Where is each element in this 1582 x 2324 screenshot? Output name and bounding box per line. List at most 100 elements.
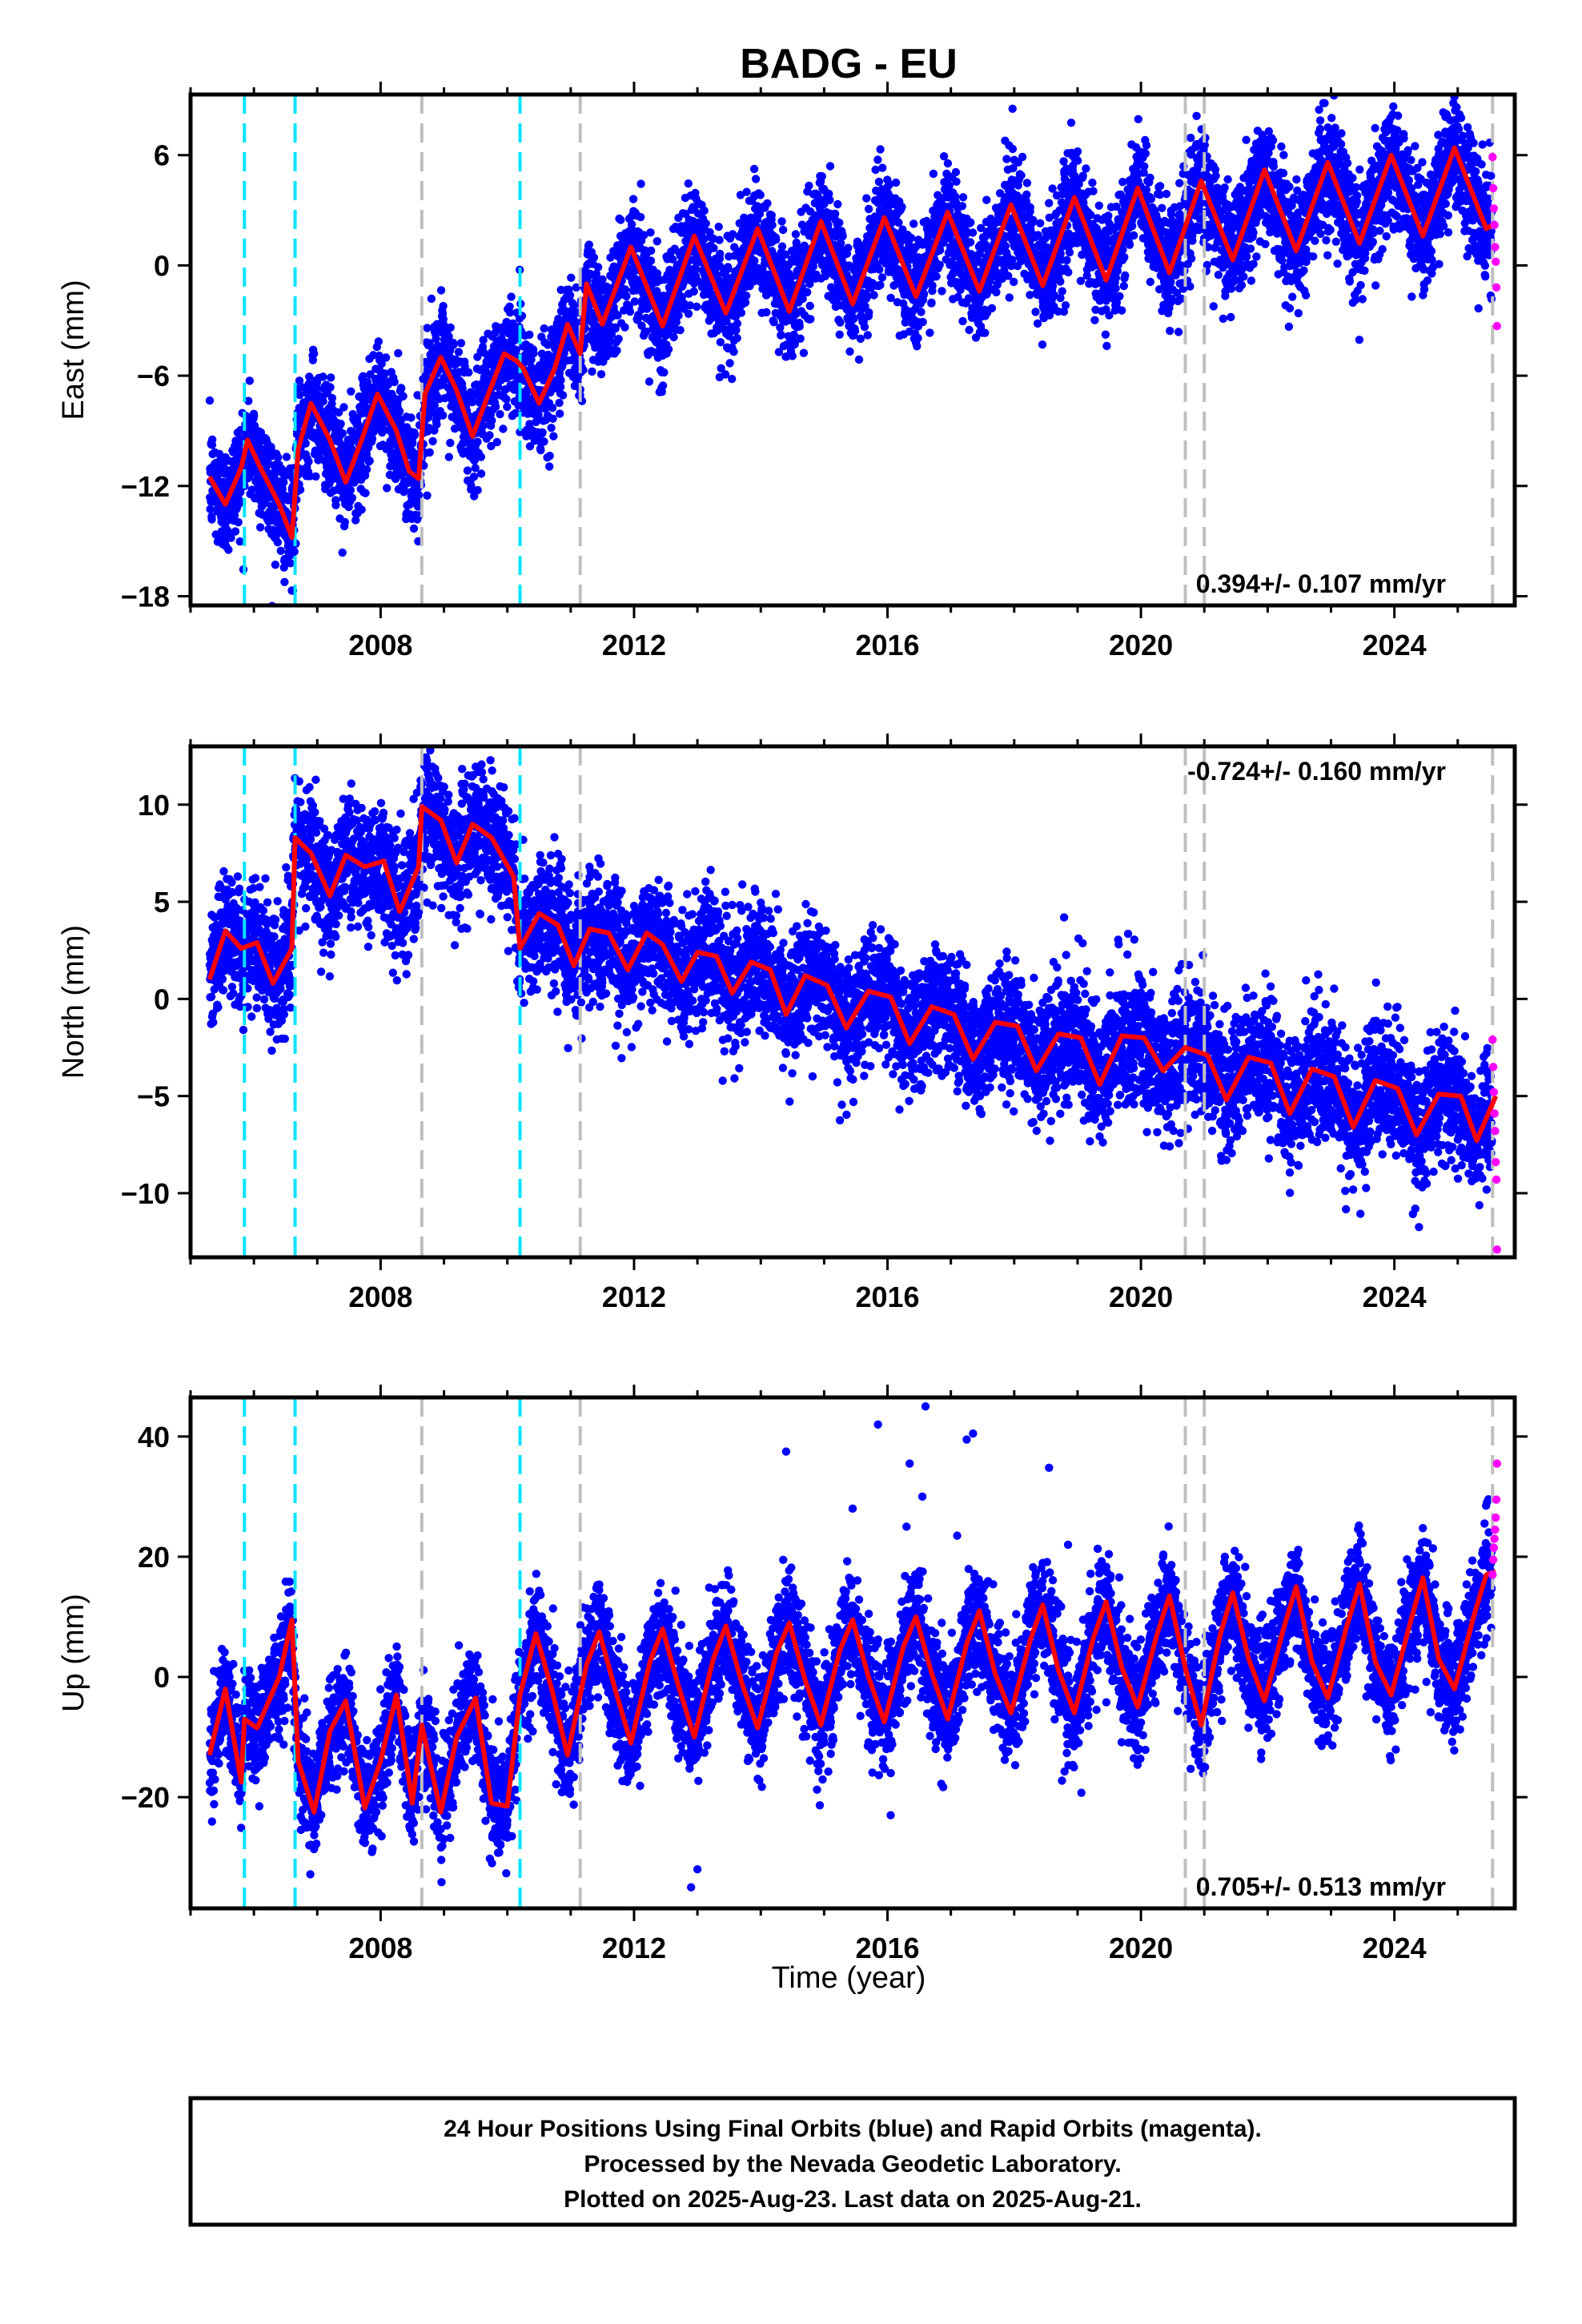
- east-position-point: [396, 417, 405, 426]
- east-position-point: [854, 355, 864, 364]
- east-position-point: [235, 497, 244, 505]
- east-position-point: [987, 304, 997, 313]
- east-position-point: [295, 376, 304, 385]
- east-position-point: [479, 422, 488, 431]
- east-position-point: [835, 219, 844, 227]
- east-position-point: [689, 287, 698, 296]
- east-position-point: [1058, 287, 1066, 296]
- east-position-point: [742, 187, 751, 196]
- east-position-point: [598, 275, 607, 284]
- east-position-point: [444, 332, 453, 341]
- east-position-point: [824, 220, 833, 229]
- east-position-point: [592, 269, 601, 279]
- east-position-point: [1008, 255, 1017, 264]
- east-position-point: [897, 203, 906, 211]
- east-position-point: [607, 330, 616, 340]
- east-position-point: [487, 441, 496, 451]
- east-position-point: [1029, 215, 1038, 224]
- east-position-point: [336, 420, 345, 428]
- east-position-point: [777, 242, 787, 251]
- east-position-point: [803, 287, 812, 297]
- east-position-point: [540, 324, 548, 333]
- east-position-point: [781, 250, 789, 259]
- east-position-point: [304, 457, 313, 466]
- east-position-point: [525, 420, 534, 428]
- east-position-point: [725, 359, 734, 368]
- east-position-point: [1031, 308, 1040, 316]
- east-position-point: [805, 181, 813, 191]
- east-position-point: [798, 294, 807, 304]
- east-position-point: [1010, 277, 1018, 287]
- east-position-point: [677, 292, 687, 301]
- east-position-point: [642, 327, 651, 336]
- east-position-point: [863, 292, 872, 300]
- east-position-point: [439, 411, 448, 420]
- east-position-point: [715, 235, 724, 244]
- east-position-point: [572, 283, 580, 292]
- east-position-point: [556, 376, 565, 384]
- east-position-point: [425, 339, 434, 348]
- east-position-point: [231, 527, 240, 536]
- east-position-point: [1026, 203, 1035, 212]
- east-position-point: [390, 377, 399, 387]
- east-position-point: [658, 381, 668, 390]
- east-position-point: [778, 225, 788, 235]
- east-position-point: [467, 481, 476, 490]
- east-position-point: [966, 238, 975, 247]
- east-position-point: [789, 330, 798, 340]
- east-position-point: [463, 466, 472, 475]
- east-position-point: [628, 195, 638, 203]
- east-position-point: [544, 340, 552, 349]
- east-position-point: [400, 485, 408, 493]
- east-position-point: [606, 253, 615, 262]
- east-position-point: [762, 308, 771, 317]
- east-position-point: [1022, 197, 1031, 206]
- east-position-point: [525, 442, 535, 451]
- east-position-point: [668, 255, 677, 263]
- east-position-point: [864, 204, 873, 214]
- east-position-point: [207, 515, 216, 524]
- east-position-point: [308, 356, 318, 364]
- east-position-point: [664, 345, 673, 354]
- east-position-point: [806, 315, 815, 324]
- east-position-point: [669, 332, 678, 342]
- east-position-point: [917, 308, 926, 316]
- east-position-point: [347, 493, 357, 502]
- east-position-point: [701, 219, 710, 228]
- east-position-point: [919, 289, 929, 298]
- east-position-point: [256, 523, 265, 532]
- east-position-point: [516, 428, 524, 436]
- east-position-point: [637, 321, 646, 330]
- east-position-point: [301, 439, 310, 448]
- east-position-point: [235, 537, 244, 546]
- east-position-point: [878, 163, 887, 172]
- east-position-point: [234, 518, 243, 527]
- east-position-point: [612, 346, 621, 355]
- east-position-point: [777, 217, 786, 226]
- east-position-point: [913, 334, 922, 343]
- east-position-point: [869, 291, 878, 300]
- east-position-point: [749, 164, 759, 174]
- east-position-point: [825, 195, 834, 204]
- east-position-point: [545, 452, 554, 460]
- east-position-point: [428, 436, 437, 446]
- east-position-point: [295, 485, 305, 494]
- east-position-point: [327, 393, 337, 403]
- east-position-point: [945, 181, 954, 190]
- east-position-point: [709, 243, 718, 252]
- east-position-point: [250, 412, 259, 420]
- east-position-point: [473, 485, 482, 495]
- east-position-point: [845, 347, 854, 356]
- east-position-point: [430, 400, 439, 409]
- east-position-point: [282, 452, 291, 461]
- east-position-point: [1008, 144, 1018, 154]
- east-position-point: [777, 330, 785, 340]
- east-position-point: [549, 432, 558, 440]
- east-position-point: [724, 264, 733, 273]
- east-position-point: [427, 294, 436, 304]
- east-position-point: [756, 191, 765, 199]
- east-position-point: [432, 420, 441, 429]
- east-position-point: [952, 177, 961, 186]
- east-position-point: [1059, 308, 1069, 316]
- east-position-point: [1022, 190, 1031, 199]
